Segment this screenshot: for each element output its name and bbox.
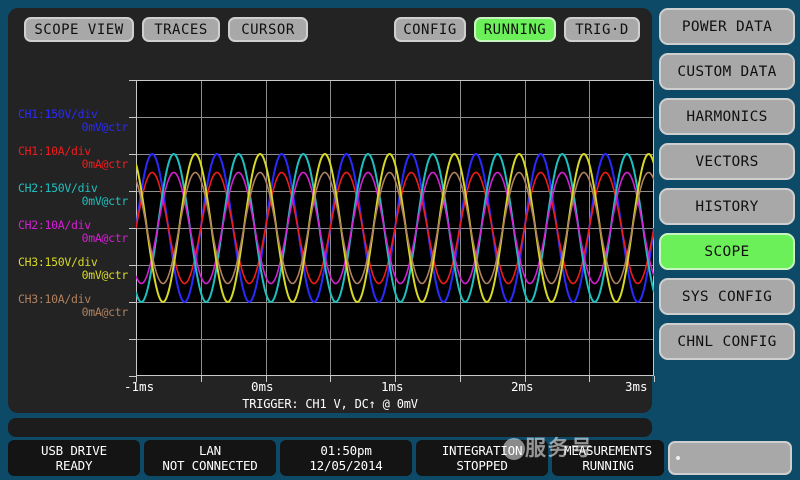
sidebar-item-scope[interactable]: SCOPE — [659, 233, 795, 270]
x-axis-label: 0ms — [251, 379, 274, 394]
lower-strip — [8, 418, 652, 437]
clock[interactable]: 01:50pm 12/05/2014 — [280, 440, 412, 476]
legend-scale-label: CH3:150V/div — [18, 255, 98, 269]
status-line-1: MEASUREMENTS — [564, 443, 652, 458]
x-axis-label: 2ms — [511, 379, 534, 394]
y-axis-tick — [129, 80, 136, 81]
status-line-2: READY — [55, 458, 93, 473]
legend-item-ch1-current: CH1:10A/div 0mA@ctr — [18, 145, 130, 171]
sidebar-item-harmonics[interactable]: HARMONICS — [659, 98, 795, 135]
blank-button[interactable] — [668, 441, 792, 475]
x-axis-tick — [460, 376, 461, 382]
trace-ch2-10a-div — [136, 171, 654, 285]
legend-item-ch3-voltage: CH3:150V/div 0mV@ctr — [18, 256, 130, 282]
status-line-2: NOT CONNECTED — [162, 458, 258, 473]
legend-scale-label: CH2:10A/div — [18, 218, 91, 232]
sidebar-item-custom-data[interactable]: CUSTOM DATA — [659, 53, 795, 90]
x-axis-tick — [589, 376, 590, 382]
status-line-1: INTEGRATION — [441, 443, 523, 458]
y-axis-tick — [129, 154, 136, 155]
x-axis-tick — [266, 376, 267, 382]
sidebar-item-power-data[interactable]: POWER DATA — [659, 8, 795, 45]
legend-item-ch3-current: CH3:10A/div 0mA@ctr — [18, 293, 130, 319]
grid-line-horizontal — [136, 154, 654, 155]
y-axis-tick — [129, 339, 136, 340]
trace-ch1-10a-div — [136, 171, 654, 285]
waveform-traces — [136, 152, 654, 304]
indicator-dot — [676, 456, 680, 460]
channel-legend: CH1:150V/div 0mV@ctr CH1:10A/div 0mA@ctr CH2… — [18, 108, 130, 330]
toolbar-button-running[interactable]: RUNNING — [474, 17, 556, 42]
toolbar-button-traces[interactable]: TRACES — [142, 17, 220, 42]
toolbar-button-scope-view[interactable]: SCOPE VIEW — [24, 17, 134, 42]
x-axis-tick — [525, 376, 526, 382]
x-axis-tick — [136, 376, 137, 382]
grid-line-horizontal — [136, 302, 654, 303]
plot-frame-bottom — [136, 375, 654, 376]
grid-line-horizontal — [136, 339, 654, 340]
usb-drive-status[interactable]: USB DRIVE READY — [8, 440, 140, 476]
grid-line-horizontal — [136, 191, 654, 192]
x-axis-label: 3ms — [625, 379, 648, 394]
measurements-status[interactable]: MEASUREMENTS RUNNING — [552, 440, 664, 476]
legend-scale-label: CH1:150V/div — [18, 107, 98, 121]
status-line-2: 12/05/2014 — [309, 458, 383, 473]
status-line-1: LAN — [199, 443, 221, 458]
toolbar-button-trig-d[interactable]: TRIG·D — [564, 17, 640, 42]
plot-frame-top — [136, 80, 654, 81]
status-bar: MEASUREMENTS RUNNING INTEGRATION STOPPED 01:… — [6, 440, 794, 476]
legend-center-label: 0mA@ctr — [81, 157, 129, 171]
status-line-2: STOPPED — [456, 458, 508, 473]
legend-center-label: 0mA@ctr — [81, 231, 129, 245]
right-sidebar: POWER DATA CUSTOM DATA HARMONICS VECTORS HIS… — [659, 8, 795, 368]
trigger-status-text: TRIGGER: CH1 V, DC↑ @ 0mV — [242, 397, 418, 411]
y-axis-tick — [129, 265, 136, 266]
legend-item-ch2-current: CH2:10A/div 0mA@ctr — [18, 219, 130, 245]
status-line-2: RUNNING — [582, 458, 634, 473]
lan-status[interactable]: LAN NOT CONNECTED — [144, 440, 276, 476]
legend-scale-label: CH3:10A/div — [18, 292, 91, 306]
legend-center-label: 0mV@ctr — [81, 268, 129, 282]
y-axis-tick — [129, 376, 136, 377]
grid-line-horizontal — [136, 265, 654, 266]
x-axis-tick — [395, 376, 396, 382]
y-axis-tick — [129, 302, 136, 303]
top-toolbar: SCOPE VIEW TRACES CURSOR CONFIG RUNNING TRIG·… — [8, 8, 652, 50]
sidebar-item-chnl-config[interactable]: CHNL CONFIG — [659, 323, 795, 360]
y-axis-tick — [129, 191, 136, 192]
x-axis-tick — [201, 376, 202, 382]
scope-plot[interactable] — [129, 80, 655, 382]
status-line-1: USB DRIVE — [41, 443, 107, 458]
legend-item-ch1-voltage: CH1:150V/div 0mV@ctr — [18, 108, 130, 134]
legend-center-label: 0mV@ctr — [81, 194, 129, 208]
sidebar-item-history[interactable]: HISTORY — [659, 188, 795, 225]
legend-item-ch2-voltage: CH2:150V/div 0mV@ctr — [18, 182, 130, 208]
trace-ch3-10a-div — [136, 171, 654, 285]
legend-center-label: 0mV@ctr — [81, 120, 129, 134]
x-axis-label: 1ms — [381, 379, 404, 394]
main-panel: SCOPE VIEW TRACES CURSOR CONFIG RUNNING TRIG·… — [8, 8, 655, 413]
status-line-1: 01:50pm — [320, 443, 372, 458]
legend-scale-label: CH1:10A/div — [18, 144, 91, 158]
sidebar-item-sys-config[interactable]: SYS CONFIG — [659, 278, 795, 315]
grid-line-horizontal — [136, 117, 654, 118]
sidebar-item-vectors[interactable]: VECTORS — [659, 143, 795, 180]
x-axis-tick — [330, 376, 331, 382]
x-axis-tick — [654, 376, 655, 382]
toolbar-button-config[interactable]: CONFIG — [394, 17, 466, 42]
legend-scale-label: CH2:150V/div — [18, 181, 98, 195]
y-axis-tick — [129, 228, 136, 229]
legend-center-label: 0mA@ctr — [81, 305, 129, 319]
integration-status[interactable]: INTEGRATION STOPPED — [416, 440, 548, 476]
y-axis-tick — [129, 117, 136, 118]
x-axis-label: -1ms — [124, 379, 155, 394]
toolbar-button-cursor[interactable]: CURSOR — [228, 17, 308, 42]
